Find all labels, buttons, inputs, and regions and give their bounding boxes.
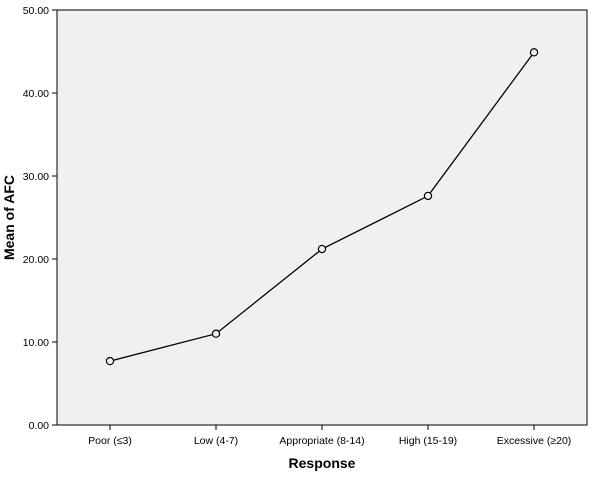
y-tick-label: 50.00 [23, 5, 49, 17]
data-point [105, 356, 115, 366]
y-tick-label: 40.00 [23, 88, 49, 100]
y-axis-title: Mean of AFC [1, 175, 17, 260]
x-axis: Poor (≤3) Low (4-7) Appropriate (8-14) High… [88, 425, 571, 447]
data-point [211, 329, 221, 338]
y-tick-label: 30.00 [23, 171, 49, 183]
y-tick-label: 0.00 [29, 420, 50, 432]
x-axis-title: Response [289, 455, 356, 471]
x-tick-label: Appropriate (8-14) [279, 435, 364, 447]
x-tick-label: Poor (≤3) [88, 435, 132, 447]
x-tick-label: Low (4-7) [194, 435, 238, 447]
y-tick-label: 10.00 [23, 337, 49, 349]
series-layer [105, 48, 539, 366]
y-axis: 0.00 10.00 20.00 30.00 40.00 50.00 [23, 5, 57, 432]
x-tick-label: High (15-19) [399, 435, 457, 447]
plot-area [56, 9, 588, 426]
data-point [423, 191, 433, 201]
data-point [317, 244, 327, 254]
y-tick-label: 20.00 [23, 254, 49, 266]
data-point [529, 48, 539, 57]
x-tick-label: Excessive (≥20) [497, 435, 572, 447]
